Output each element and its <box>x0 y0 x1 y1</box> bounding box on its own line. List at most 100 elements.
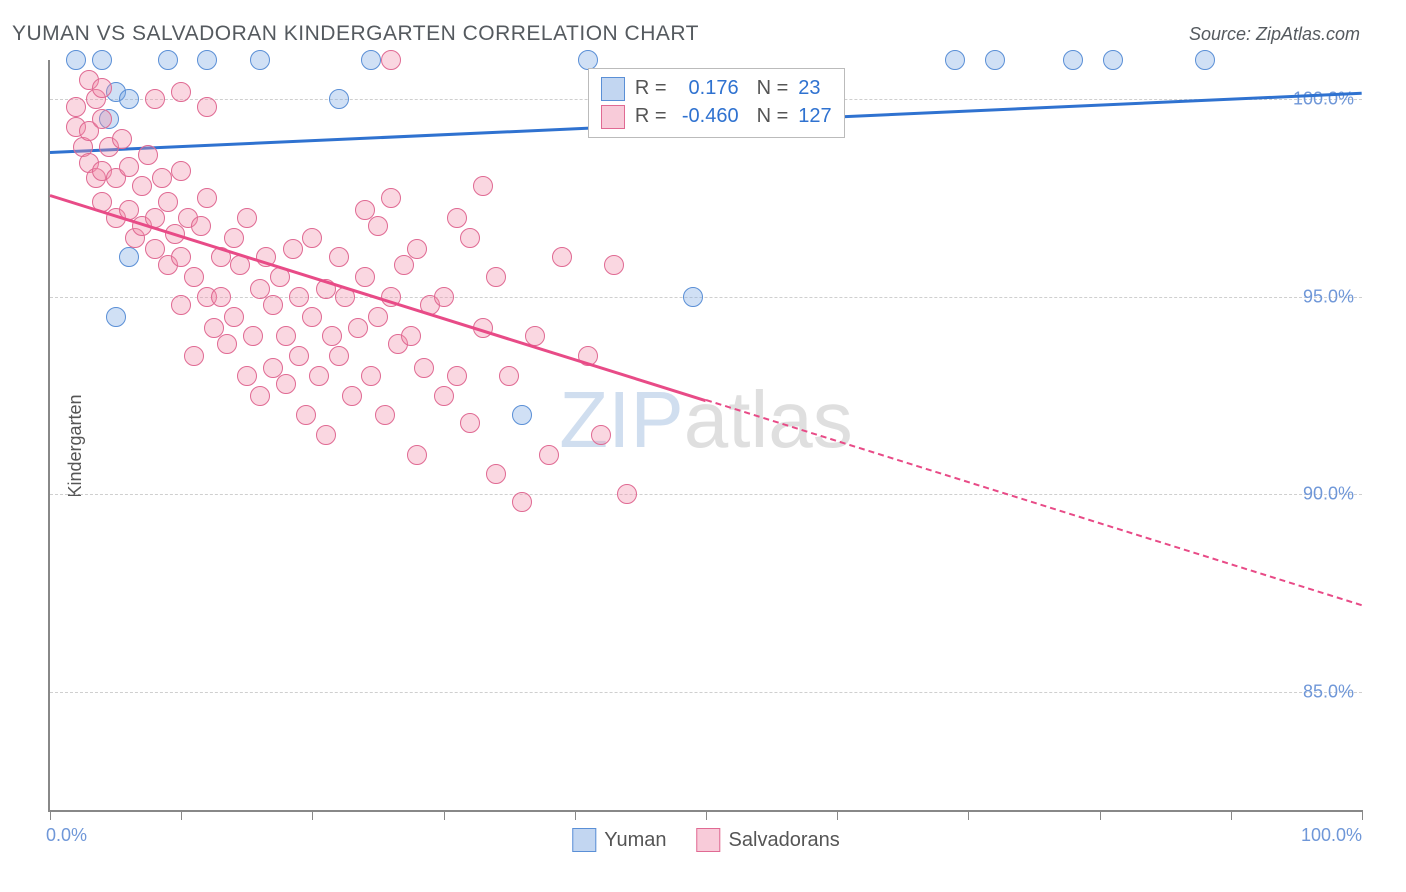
data-point <box>460 413 480 433</box>
data-point <box>539 445 559 465</box>
x-tick <box>837 810 838 820</box>
data-point <box>289 287 309 307</box>
data-point <box>217 334 237 354</box>
y-tick-label: 90.0% <box>1303 484 1354 505</box>
data-point <box>329 89 349 109</box>
legend-label: Yuman <box>604 829 666 852</box>
data-point <box>407 239 427 259</box>
data-point <box>66 97 86 117</box>
data-point <box>985 50 1005 70</box>
x-tick <box>181 810 182 820</box>
data-point <box>112 129 132 149</box>
data-point <box>92 50 112 70</box>
x-tick <box>1362 810 1363 820</box>
data-point <box>237 366 257 386</box>
data-point <box>434 386 454 406</box>
x-tick <box>968 810 969 820</box>
data-point <box>381 188 401 208</box>
data-point <box>276 326 296 346</box>
data-point <box>401 326 421 346</box>
data-point <box>309 366 329 386</box>
r-label: R = <box>635 77 667 100</box>
data-point <box>368 216 388 236</box>
data-point <box>486 464 506 484</box>
data-point <box>92 109 112 129</box>
r-value: -0.460 <box>677 105 739 128</box>
y-tick-label: 95.0% <box>1303 286 1354 307</box>
data-point <box>447 208 467 228</box>
data-point <box>486 267 506 287</box>
n-label: N = <box>757 77 789 100</box>
r-label: R = <box>635 105 667 128</box>
data-point <box>348 318 368 338</box>
data-point <box>276 374 296 394</box>
data-point <box>197 188 217 208</box>
data-point <box>322 326 342 346</box>
data-point <box>512 492 532 512</box>
data-point <box>414 358 434 378</box>
data-point <box>368 307 388 327</box>
r-value: 0.176 <box>677 77 739 100</box>
n-value: 23 <box>798 77 820 100</box>
data-point <box>250 386 270 406</box>
data-point <box>296 405 316 425</box>
x-tick <box>50 810 51 820</box>
legend-label: Salvadorans <box>729 829 840 852</box>
x-tick <box>1231 810 1232 820</box>
plot-area: ZIPatlas YumanSalvadorans 85.0%90.0%95.0… <box>48 60 1362 812</box>
data-point <box>171 161 191 181</box>
x-tick-label: 0.0% <box>46 825 87 846</box>
data-point <box>158 192 178 212</box>
source-attribution: Source: ZipAtlas.com <box>1189 24 1360 45</box>
data-point <box>591 425 611 445</box>
y-gridline <box>50 692 1362 693</box>
data-point <box>302 228 322 248</box>
data-point <box>243 326 263 346</box>
data-point <box>361 50 381 70</box>
data-point <box>197 50 217 70</box>
data-point <box>184 346 204 366</box>
data-point <box>119 157 139 177</box>
data-point <box>617 484 637 504</box>
data-point <box>552 247 572 267</box>
data-point <box>66 50 86 70</box>
data-point <box>184 267 204 287</box>
data-point <box>191 216 211 236</box>
stats-row: R =-0.460N =127 <box>601 103 832 131</box>
data-point <box>381 50 401 70</box>
watermark: ZIPatlas <box>559 374 852 466</box>
y-gridline <box>50 297 1362 298</box>
data-point <box>499 366 519 386</box>
data-point <box>145 89 165 109</box>
data-point <box>407 445 427 465</box>
data-point <box>119 247 139 267</box>
data-point <box>171 247 191 267</box>
data-point <box>250 50 270 70</box>
series-swatch <box>601 105 625 129</box>
x-tick <box>444 810 445 820</box>
data-point <box>92 78 112 98</box>
series-swatch <box>601 77 625 101</box>
data-point <box>158 50 178 70</box>
legend-item: Yuman <box>572 828 666 852</box>
x-tick <box>706 810 707 820</box>
y-gridline <box>50 494 1362 495</box>
data-point <box>237 208 257 228</box>
data-point <box>211 287 231 307</box>
data-point <box>1103 50 1123 70</box>
data-point <box>683 287 703 307</box>
data-point <box>945 50 965 70</box>
n-label: N = <box>757 105 789 128</box>
data-point <box>316 425 336 445</box>
data-point <box>152 168 172 188</box>
series-swatch <box>697 828 721 852</box>
data-point <box>289 346 309 366</box>
series-legend: Yuman Salvadorans <box>572 828 839 852</box>
data-point <box>138 145 158 165</box>
data-point <box>447 366 467 386</box>
stats-row: R = 0.176 N = 23 <box>601 75 832 103</box>
trend-line <box>706 400 1363 607</box>
series-swatch <box>572 828 596 852</box>
data-point <box>1195 50 1215 70</box>
data-point <box>342 386 362 406</box>
